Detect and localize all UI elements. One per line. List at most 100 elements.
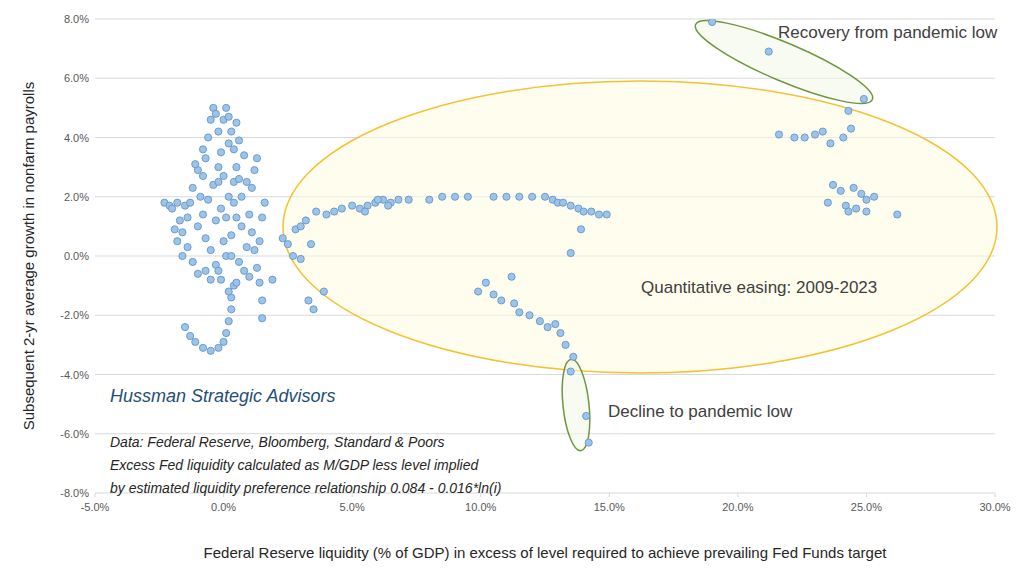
point [588, 208, 595, 215]
point [207, 116, 214, 123]
y-tick-label: -2.0% [60, 309, 89, 321]
point [385, 202, 392, 209]
point [215, 267, 222, 274]
point [197, 193, 204, 200]
grid-line [95, 78, 995, 79]
point [202, 235, 209, 242]
point [863, 208, 870, 215]
point [464, 193, 471, 200]
point [184, 244, 191, 251]
point [225, 288, 232, 295]
point [176, 217, 183, 224]
point [259, 297, 266, 304]
points [161, 19, 901, 446]
point [174, 199, 181, 206]
point [395, 196, 402, 203]
y-axis-label: Subsequent 2-yr average growth in nonfar… [20, 82, 37, 431]
point [225, 318, 232, 325]
point [179, 229, 186, 236]
point [248, 184, 255, 191]
point [827, 140, 834, 147]
point [215, 178, 222, 185]
point [284, 241, 291, 248]
point [233, 119, 240, 126]
point [845, 208, 852, 215]
point [567, 368, 574, 375]
point [256, 279, 263, 286]
grid-line [95, 374, 995, 375]
annotation: Decline to pandemic low [608, 402, 793, 421]
x-tick [866, 493, 867, 497]
point [595, 211, 602, 218]
point [894, 211, 901, 218]
point [194, 270, 201, 277]
point [217, 205, 224, 212]
point [215, 128, 222, 135]
x-tick-label: 15.0% [594, 501, 625, 513]
point [811, 131, 818, 138]
point [853, 205, 860, 212]
point [246, 211, 253, 218]
point [858, 190, 865, 197]
x-tick-label: 20.0% [722, 501, 753, 513]
point [541, 193, 548, 200]
point [824, 199, 831, 206]
point [248, 229, 255, 236]
annotation: Data: Federal Reserve, Bloomberg, Standa… [110, 434, 445, 450]
point [765, 48, 772, 55]
x-tick-label: 30.0% [979, 501, 1010, 513]
point [205, 134, 212, 141]
point [871, 193, 878, 200]
point [837, 187, 844, 194]
point [529, 193, 536, 200]
point [243, 178, 250, 185]
point [544, 324, 551, 331]
point [349, 202, 356, 209]
point [253, 155, 260, 162]
x-tick-label: -5.0% [81, 501, 110, 513]
point [552, 321, 559, 328]
point [775, 131, 782, 138]
point [557, 329, 564, 336]
point [840, 134, 847, 141]
point [313, 208, 320, 215]
point [212, 110, 219, 117]
point [223, 104, 230, 111]
point [829, 181, 836, 188]
point [305, 297, 312, 304]
point [580, 208, 587, 215]
point [511, 300, 518, 307]
point [503, 193, 510, 200]
point [241, 152, 248, 159]
point [230, 199, 237, 206]
y-tick-label: 2.0% [64, 191, 89, 203]
point [801, 134, 808, 141]
point [490, 291, 497, 298]
x-tick [609, 493, 610, 497]
point [169, 205, 176, 212]
point [498, 297, 505, 304]
point [310, 306, 317, 313]
point [181, 324, 188, 331]
annotation: Recovery from pandemic low [778, 23, 998, 42]
point [212, 217, 219, 224]
point [259, 315, 266, 322]
point [490, 193, 497, 200]
point [189, 258, 196, 265]
point [526, 312, 533, 319]
point [516, 309, 523, 316]
point [323, 211, 330, 218]
point [279, 235, 286, 242]
point [235, 175, 242, 182]
point [192, 338, 199, 345]
point [192, 161, 199, 168]
x-tick-label: 0.0% [211, 501, 236, 513]
point [374, 196, 381, 203]
point [238, 223, 245, 230]
point [583, 412, 590, 419]
point [207, 246, 214, 253]
point [199, 344, 206, 351]
point [585, 439, 592, 446]
point [508, 273, 515, 280]
point [171, 226, 178, 233]
